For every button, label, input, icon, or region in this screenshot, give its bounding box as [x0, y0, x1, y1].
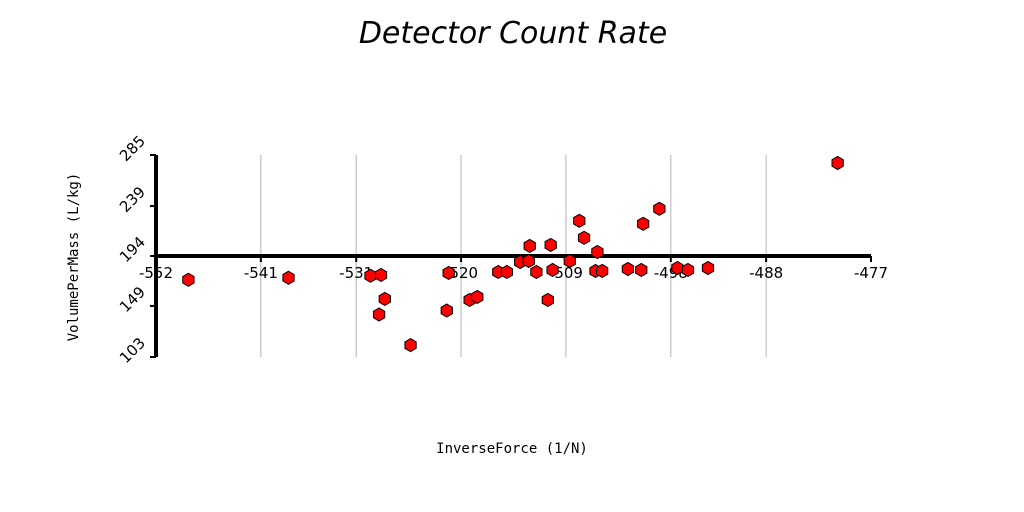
data-point: [500, 264, 513, 280]
data-point: [182, 272, 195, 287]
data-point: [440, 303, 453, 318]
x-tick-label: -477: [854, 264, 888, 282]
data-point: [546, 262, 559, 278]
data-point: [522, 253, 535, 269]
data-point: [530, 264, 543, 280]
data-point: [563, 253, 576, 269]
data-point: [637, 216, 650, 231]
y-tick-labels: 103 149 194 239 285: [116, 132, 149, 367]
y-tick-label: 149: [116, 283, 149, 316]
data-point: [591, 244, 604, 260]
data-point: [282, 270, 295, 285]
x-tick-labels: -552 -541 -531 -520 -509 -498 -488 -477: [139, 264, 888, 282]
data-point: [523, 238, 536, 253]
data-point: [364, 268, 377, 283]
data-point: [671, 260, 684, 276]
y-axis-label: VolumePerMass (L/kg): [66, 173, 82, 342]
data-point: [653, 201, 666, 216]
data-point: [442, 265, 455, 281]
x-tick-label: -552: [139, 264, 173, 282]
axes: [150, 154, 872, 358]
data-point: [701, 260, 715, 276]
data-point: [378, 291, 391, 307]
data-point: [681, 262, 695, 278]
data-point: [831, 155, 844, 171]
y-tick-label: 239: [116, 183, 149, 216]
data-point: [635, 262, 648, 278]
chart-title: Detector Count Rate: [359, 16, 667, 51]
data-point: [596, 263, 609, 279]
y-tick-label: 194: [116, 233, 149, 266]
data-points: [182, 155, 844, 353]
x-axis-label: InverseForce (1/N): [436, 441, 588, 457]
data-point: [621, 261, 635, 277]
data-point: [372, 307, 386, 322]
data-point: [374, 267, 388, 283]
x-tick-label: -488: [749, 264, 783, 282]
data-point: [544, 237, 557, 252]
data-point: [471, 289, 484, 305]
data-point: [404, 338, 417, 353]
data-point: [573, 213, 586, 228]
data-point: [577, 230, 591, 245]
y-tick-label: 103: [116, 334, 149, 367]
y-tick-label: 285: [116, 132, 149, 165]
x-tick-label: -541: [244, 264, 278, 282]
data-point: [541, 292, 554, 308]
